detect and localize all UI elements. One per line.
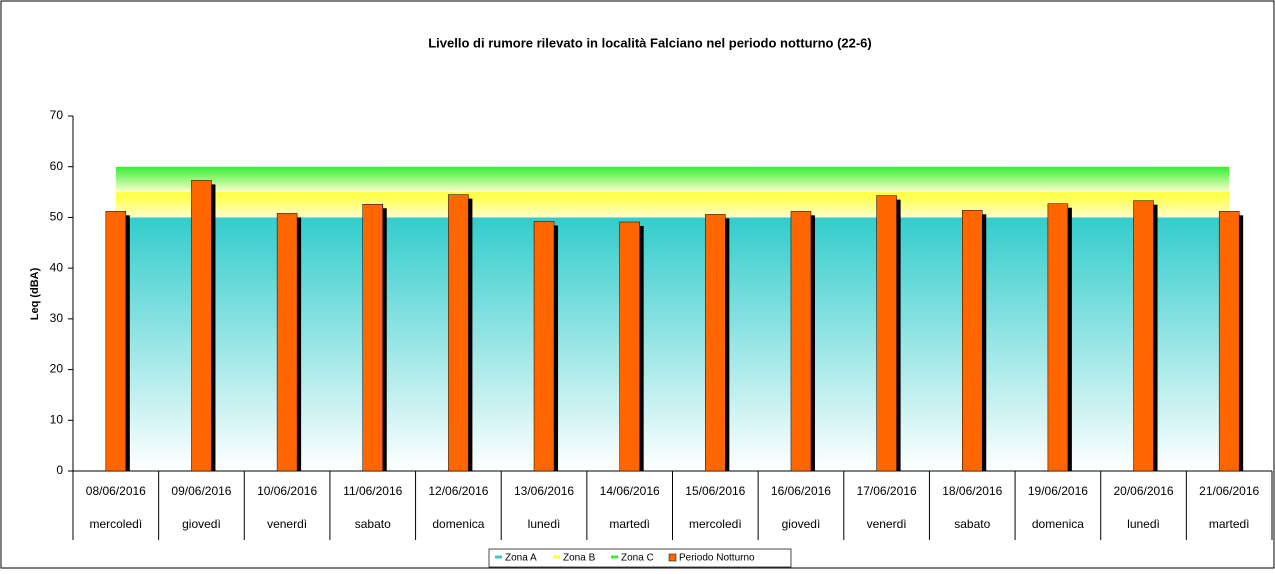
x-tick-label: 21/06/2016 xyxy=(1199,484,1259,498)
x-weekday-label: sabato xyxy=(355,517,391,531)
y-axis-label: Leq (dBA) xyxy=(29,267,41,320)
zone-area xyxy=(115,166,1230,193)
x-weekday-label: venerdì xyxy=(867,517,907,531)
legend-label: Zona A xyxy=(505,553,537,564)
x-weekday-label: sabato xyxy=(954,517,990,531)
x-weekday-label: mercoledì xyxy=(689,517,742,531)
x-weekday-label: domenica xyxy=(432,517,484,531)
x-weekday-label: lunedì xyxy=(1127,517,1160,531)
bar xyxy=(876,195,897,472)
x-tick-label: 12/06/2016 xyxy=(428,484,488,498)
x-tick-label: 09/06/2016 xyxy=(171,484,231,498)
zone-area xyxy=(115,217,1230,471)
bar xyxy=(1133,200,1154,472)
y-tick-label: 50 xyxy=(50,210,64,224)
x-tick-label: 13/06/2016 xyxy=(514,484,574,498)
x-tick-label: 11/06/2016 xyxy=(343,484,402,498)
x-tick-label: 10/06/2016 xyxy=(257,484,317,498)
bar xyxy=(1047,203,1069,472)
legend-box xyxy=(488,548,792,568)
x-tick-label: 18/06/2016 xyxy=(942,484,1002,498)
y-tick-label: 60 xyxy=(50,159,64,173)
legend-label: Zona B xyxy=(563,553,596,564)
x-weekday-label: giovedì xyxy=(182,517,221,531)
legend-label: Periodo Notturno xyxy=(679,553,755,564)
x-weekday-label: mercoledì xyxy=(89,517,142,531)
x-tick-label: 08/06/2016 xyxy=(86,484,146,498)
x-weekday-label: domenica xyxy=(1032,517,1084,531)
x-weekday-label: martedì xyxy=(609,517,650,531)
x-tick-label: 20/06/2016 xyxy=(1114,484,1174,498)
bar xyxy=(191,180,212,472)
x-weekday-label: venerdì xyxy=(267,517,307,531)
y-tick-label: 20 xyxy=(50,362,64,376)
legend-label: Zona C xyxy=(621,553,654,564)
bar xyxy=(276,213,298,472)
y-tick-label: 70 xyxy=(50,108,64,122)
x-weekday-label: giovedì xyxy=(782,517,821,531)
x-tick-label: 15/06/2016 xyxy=(685,484,745,498)
bar xyxy=(619,221,640,472)
zone-area xyxy=(115,192,1230,218)
bar xyxy=(448,194,469,472)
legend-swatch xyxy=(668,553,677,562)
y-tick-label: 40 xyxy=(50,260,64,274)
x-tick-label: 16/06/2016 xyxy=(771,484,831,498)
x-tick-label: 19/06/2016 xyxy=(1028,484,1088,498)
bar xyxy=(1218,211,1240,472)
x-weekday-label: martedì xyxy=(1209,517,1250,531)
y-tick-label: 30 xyxy=(50,311,64,325)
chart-title: Livello di rumore rilevato in località F… xyxy=(428,35,872,50)
bar xyxy=(362,203,383,472)
bar xyxy=(105,211,127,472)
y-tick-label: 10 xyxy=(50,412,64,426)
bar xyxy=(790,211,812,472)
bar xyxy=(705,214,726,472)
bar xyxy=(962,210,983,472)
x-weekday-label: lunedì xyxy=(528,517,561,531)
y-tick-label: 0 xyxy=(56,463,63,477)
x-tick-label: 14/06/2016 xyxy=(600,484,660,498)
x-tick-label: 17/06/2016 xyxy=(857,484,917,498)
bar xyxy=(533,221,555,472)
